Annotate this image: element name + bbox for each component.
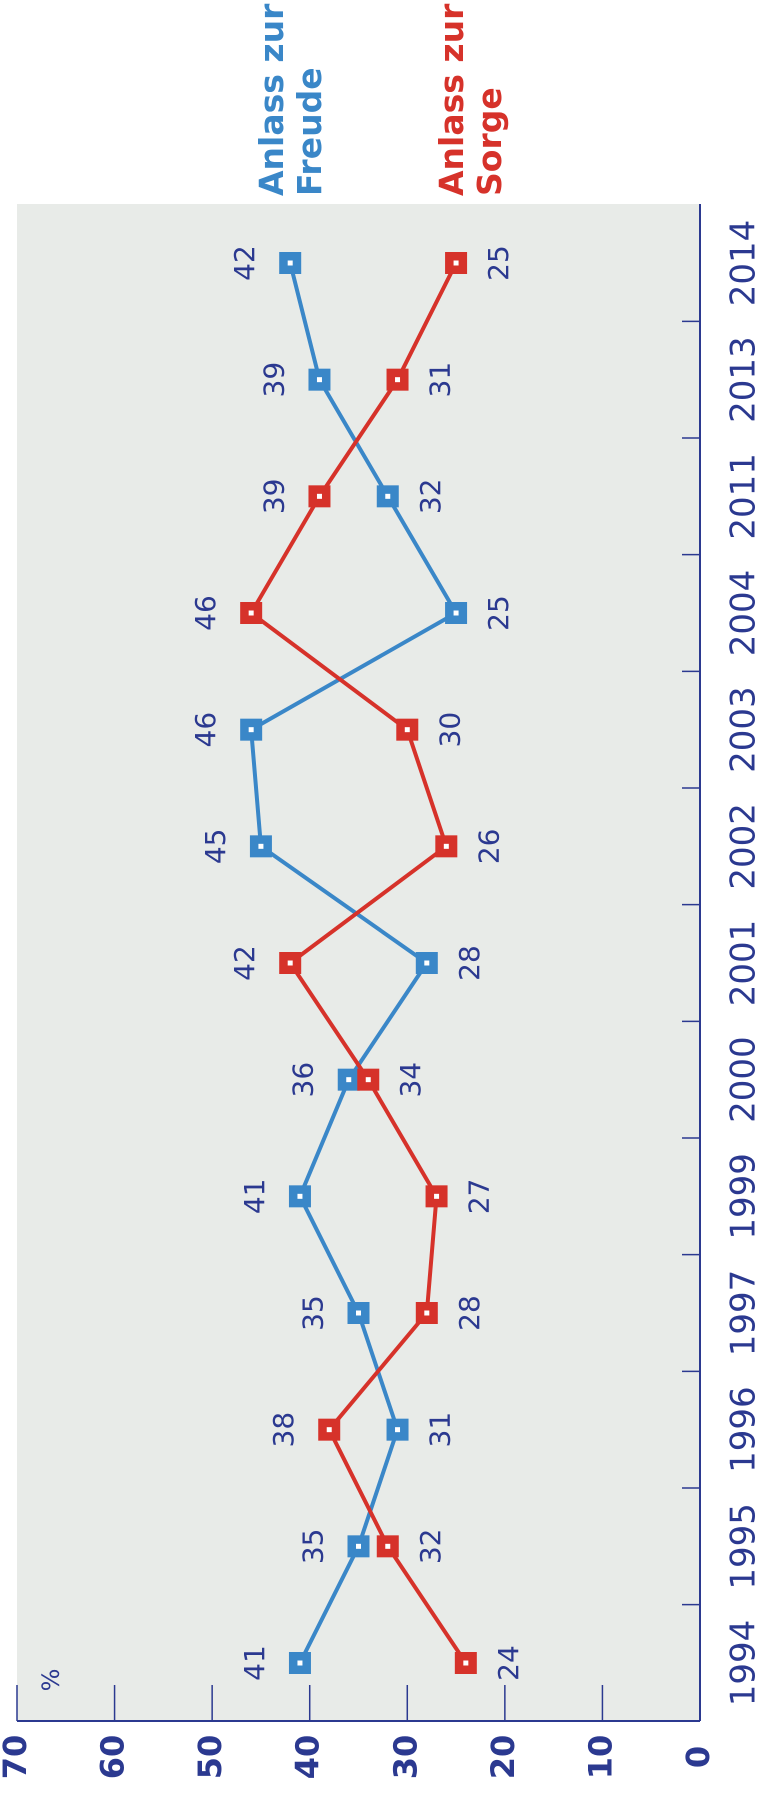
y-tick-label: 20: [484, 1735, 522, 1780]
legend-entry: Anlass zur Sorge: [432, 3, 509, 196]
marker-dot: [404, 727, 410, 733]
marker-dot: [453, 610, 459, 616]
data-label: 32: [414, 479, 447, 515]
marker-dot: [453, 260, 459, 266]
data-label: 24: [492, 1645, 525, 1681]
x-tick-label: 1996: [724, 1386, 764, 1473]
marker-dot: [326, 1427, 332, 1433]
marker-dot: [248, 727, 254, 733]
marker-dot: [297, 1193, 303, 1199]
data-label: 28: [453, 1295, 486, 1331]
x-tick-label: 2000: [724, 1036, 764, 1123]
data-label: 36: [287, 1062, 320, 1098]
x-tick-label: 2001: [724, 920, 764, 1007]
data-label: 42: [228, 245, 261, 281]
marker-dot: [463, 1660, 469, 1666]
y-tick-label: 70: [0, 1735, 34, 1780]
marker-dot: [287, 960, 293, 966]
marker-dot: [346, 1077, 352, 1083]
marker-dot: [316, 377, 322, 383]
data-label: 34: [394, 1062, 427, 1098]
y-tick-label: 40: [289, 1735, 327, 1780]
data-label: 41: [238, 1645, 271, 1681]
x-tick-label: 1994: [724, 1620, 764, 1707]
x-tick-label: 1997: [724, 1270, 764, 1357]
x-tick-label: 2002: [724, 803, 764, 890]
y-tick-label: 60: [94, 1735, 132, 1780]
marker-dot: [443, 843, 449, 849]
data-label: 35: [297, 1295, 330, 1331]
marker-dot: [365, 1077, 371, 1083]
data-label: 45: [199, 829, 232, 865]
data-label: 31: [424, 362, 457, 398]
data-label: 41: [238, 1179, 271, 1215]
marker-dot: [356, 1543, 361, 1549]
data-label: 39: [257, 479, 290, 515]
plot-background: [17, 204, 700, 1721]
data-label: 26: [472, 829, 505, 865]
data-label: 46: [189, 712, 222, 748]
data-label: 42: [228, 945, 261, 981]
legend-entry: Anlass zur Freude: [252, 3, 329, 196]
data-label: 35: [297, 1529, 330, 1565]
data-label: 30: [433, 712, 466, 748]
marker-dot: [356, 1310, 361, 1316]
marker-dot: [316, 493, 322, 499]
data-label: 28: [453, 945, 486, 981]
x-tick-label: 2004: [724, 570, 764, 657]
y-tick-label: 50: [191, 1735, 229, 1780]
x-tick-label: 1999: [724, 1153, 764, 1240]
x-tick-label: 2011: [724, 453, 764, 540]
data-label: 32: [414, 1529, 447, 1565]
y-tick-label: 0: [679, 1746, 717, 1768]
marker-dot: [258, 843, 264, 849]
data-label: 46: [189, 595, 222, 631]
axis-label: %: [37, 1669, 65, 1692]
data-label: 38: [267, 1412, 300, 1448]
marker-dot: [385, 1543, 391, 1549]
x-tick-label: 2003: [724, 686, 764, 773]
data-label: 25: [482, 595, 515, 631]
marker-dot: [385, 493, 391, 499]
marker-dot: [424, 1310, 430, 1316]
data-label: 25: [482, 245, 515, 281]
data-label: 27: [463, 1179, 496, 1215]
x-tick-label: 2013: [724, 336, 764, 423]
marker-dot: [287, 260, 293, 266]
marker-dot: [395, 377, 401, 383]
marker-dot: [424, 960, 430, 966]
data-label: 39: [257, 362, 290, 398]
y-tick-label: 30: [386, 1735, 424, 1780]
marker-dot: [248, 610, 254, 616]
marker-dot: [395, 1427, 401, 1433]
x-tick-label: 1995: [724, 1503, 764, 1590]
y-tick-label: 10: [581, 1735, 619, 1780]
marker-dot: [297, 1660, 303, 1666]
x-tick-label: 2014: [724, 220, 764, 307]
data-label: 31: [424, 1412, 457, 1448]
marker-dot: [434, 1193, 440, 1199]
